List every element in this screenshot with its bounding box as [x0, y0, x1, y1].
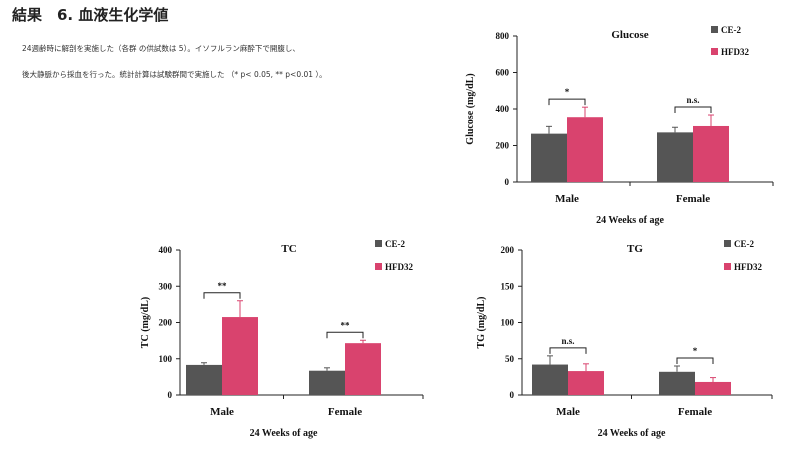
tc-chart: 0 100 200 300 400 ** Male ** Female TC 24 Weeks of…	[140, 239, 424, 439]
y-tick-label: 800	[496, 31, 510, 41]
y-tick-label: 50	[505, 354, 515, 364]
legend-swatch	[724, 263, 731, 270]
tg-bar-ce-2-male	[532, 364, 568, 395]
tc-bar-hfd32-male	[222, 317, 258, 395]
y-axis-label: Glucose (mg/dL)	[465, 73, 476, 144]
legend-label: HFD32	[721, 47, 749, 57]
legend-label: CE-2	[721, 25, 741, 35]
significance-label: **	[218, 281, 228, 291]
chart-title: Glucose	[611, 29, 648, 41]
glucose-bar-hfd32-female	[693, 125, 729, 182]
legend-swatch	[375, 263, 382, 270]
y-tick-label: 100	[159, 354, 173, 364]
y-tick-label: 300	[159, 281, 173, 291]
x-axis-label: 24 Weeks of age	[250, 428, 318, 439]
glucose-bar-ce-2-female	[657, 132, 693, 182]
legend-label: HFD32	[385, 262, 413, 272]
x-category-label: Female	[678, 406, 712, 418]
legend-label: HFD32	[734, 262, 762, 272]
y-tick-label: 200	[496, 141, 510, 151]
tg-bar-hfd32-male	[568, 371, 604, 395]
significance-bracket	[548, 98, 586, 106]
x-category-label: Male	[556, 406, 580, 418]
tg-chart: 0 50 100 150 200 n.s. Male * Female TG 24 Weeks of…	[476, 239, 773, 439]
legend-swatch	[724, 240, 731, 247]
tc-bar-hfd32-female	[345, 343, 381, 395]
x-category-label: Female	[328, 406, 362, 418]
y-tick-label: 600	[496, 68, 510, 78]
legend-swatch	[711, 26, 718, 33]
y-tick-label: 0	[168, 390, 173, 400]
significance-label: **	[341, 320, 351, 330]
significance-bracket	[203, 292, 241, 299]
legend-label: CE-2	[385, 239, 405, 249]
significance-bracket	[326, 331, 364, 339]
significance-label: *	[693, 346, 698, 356]
tc-bar-ce-2-female	[309, 370, 345, 395]
y-tick-label: 0	[505, 177, 510, 187]
x-category-label: Male	[555, 193, 579, 205]
significance-label: n.s.	[561, 336, 574, 346]
method-note-line-2: 後大静脈から採血を行った。統計計算は試験群間で実施した （* p< 0.05, …	[22, 70, 327, 79]
chart-title: TG	[627, 243, 643, 255]
y-axis-label: TC (mg/dL)	[140, 297, 151, 348]
glucose-bar-ce-2-male	[531, 133, 567, 182]
y-tick-label: 200	[159, 318, 173, 328]
y-tick-label: 400	[159, 245, 173, 255]
y-tick-label: 100	[501, 318, 515, 328]
x-axis-label: 24 Weeks of age	[598, 428, 666, 439]
glucose-bar-hfd32-male	[567, 117, 603, 182]
y-tick-label: 200	[501, 245, 515, 255]
method-note-line-1: 24週齢時に解剖を実施した（各群 の供試数は 5）。イソフルラン麻酔下で開腹し、	[22, 44, 300, 53]
legend-swatch	[375, 240, 382, 247]
significance-bracket	[549, 347, 587, 354]
legend-label: CE-2	[734, 239, 754, 249]
y-axis-label: TG (mg/dL)	[476, 297, 487, 349]
tg-bar-hfd32-female	[695, 381, 731, 395]
legend-swatch	[711, 48, 718, 55]
x-category-label: Male	[210, 406, 234, 418]
significance-bracket	[674, 106, 712, 114]
significance-label: n.s.	[686, 95, 699, 105]
tg-bar-ce-2-female	[659, 371, 695, 395]
chart-title: TC	[281, 243, 296, 255]
y-tick-label: 400	[496, 104, 510, 114]
x-category-label: Female	[676, 193, 710, 205]
y-tick-label: 150	[501, 281, 515, 291]
glucose-chart: 0 200 400 600 800 * Male n.s. Female Glucose 24 We…	[465, 25, 774, 226]
significance-label: *	[565, 87, 570, 97]
y-tick-label: 0	[510, 390, 515, 400]
tc-bar-ce-2-male	[186, 364, 222, 395]
x-axis-label: 24 Weeks of age	[596, 215, 664, 226]
page-heading: 結果 6. 血液生化学値	[12, 6, 169, 24]
significance-bracket	[676, 357, 714, 364]
